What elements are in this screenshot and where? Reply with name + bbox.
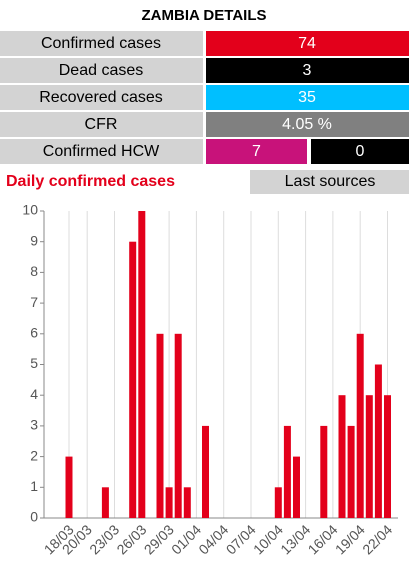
row-value: 4.05 % xyxy=(282,116,332,133)
y-tick-label: 0 xyxy=(30,509,38,525)
hcw-value: 7 xyxy=(252,143,261,160)
x-tick-label: 23/03 xyxy=(86,521,122,557)
x-tick-label: 19/04 xyxy=(332,521,368,557)
sources-button[interactable] xyxy=(250,170,409,194)
bar xyxy=(165,487,173,518)
y-tick-label: 10 xyxy=(22,202,38,218)
bar xyxy=(320,425,328,518)
hcw-value-cell xyxy=(206,139,307,164)
row-label-cell xyxy=(0,112,203,137)
bar xyxy=(156,333,164,518)
x-tick-label: 22/04 xyxy=(359,521,395,557)
bar xyxy=(138,211,146,518)
hcw-value-cell xyxy=(311,139,409,164)
x-tick-label: 26/03 xyxy=(113,521,149,557)
bar xyxy=(293,456,300,518)
y-tick-label: 5 xyxy=(30,355,38,371)
row-value-cell xyxy=(206,85,409,110)
row-label: Recovered cases xyxy=(39,89,163,106)
bar xyxy=(129,241,137,518)
row-label-cell xyxy=(0,58,203,83)
bar xyxy=(183,487,191,518)
x-tick-label: 16/04 xyxy=(305,521,341,557)
y-tick-label: 9 xyxy=(30,232,38,248)
row-label: Confirmed cases xyxy=(41,35,161,52)
details-title: ZAMBIA DETAILS xyxy=(142,7,267,24)
y-tick-label: 8 xyxy=(30,263,38,279)
row-label-cell xyxy=(0,85,203,110)
x-tick-label: 04/04 xyxy=(195,521,231,557)
row-label-cell xyxy=(0,31,203,56)
row-value: 3 xyxy=(303,62,312,79)
row-label-cell xyxy=(0,139,203,164)
y-tick-label: 3 xyxy=(30,417,38,433)
bar xyxy=(338,395,346,518)
x-tick-label: 07/04 xyxy=(223,521,259,557)
bar xyxy=(384,395,391,518)
row-value-cell xyxy=(206,58,409,83)
row-value: 35 xyxy=(298,89,316,106)
bar xyxy=(174,333,182,518)
row-value-cell xyxy=(206,112,409,137)
row-label: CFR xyxy=(85,116,118,133)
y-tick-label: 2 xyxy=(30,447,38,463)
bar xyxy=(274,487,282,518)
x-tick-label: 13/04 xyxy=(277,521,313,557)
bar xyxy=(374,364,382,518)
hcw-value: 0 xyxy=(356,143,365,160)
row-value: 74 xyxy=(298,35,316,52)
y-tick-label: 6 xyxy=(30,325,38,341)
sources-button-label[interactable]: Last sources xyxy=(285,173,376,190)
x-tick-label: 29/03 xyxy=(141,521,177,557)
bar xyxy=(65,456,73,518)
y-tick-label: 1 xyxy=(30,478,38,494)
bar xyxy=(347,425,355,518)
bar xyxy=(356,333,364,518)
y-tick-label: 7 xyxy=(30,294,38,310)
row-value-cell xyxy=(206,31,409,56)
bar xyxy=(101,487,109,518)
bar xyxy=(283,425,291,518)
bar xyxy=(365,395,373,518)
chart-title: Daily confirmed cases xyxy=(6,173,175,190)
y-tick-label: 4 xyxy=(30,386,38,402)
x-tick-label: 01/04 xyxy=(168,521,204,557)
x-tick-label: 10/04 xyxy=(250,521,286,557)
row-label: Dead cases xyxy=(59,62,144,79)
bar xyxy=(202,425,209,518)
row-label: Confirmed HCW xyxy=(43,143,160,160)
